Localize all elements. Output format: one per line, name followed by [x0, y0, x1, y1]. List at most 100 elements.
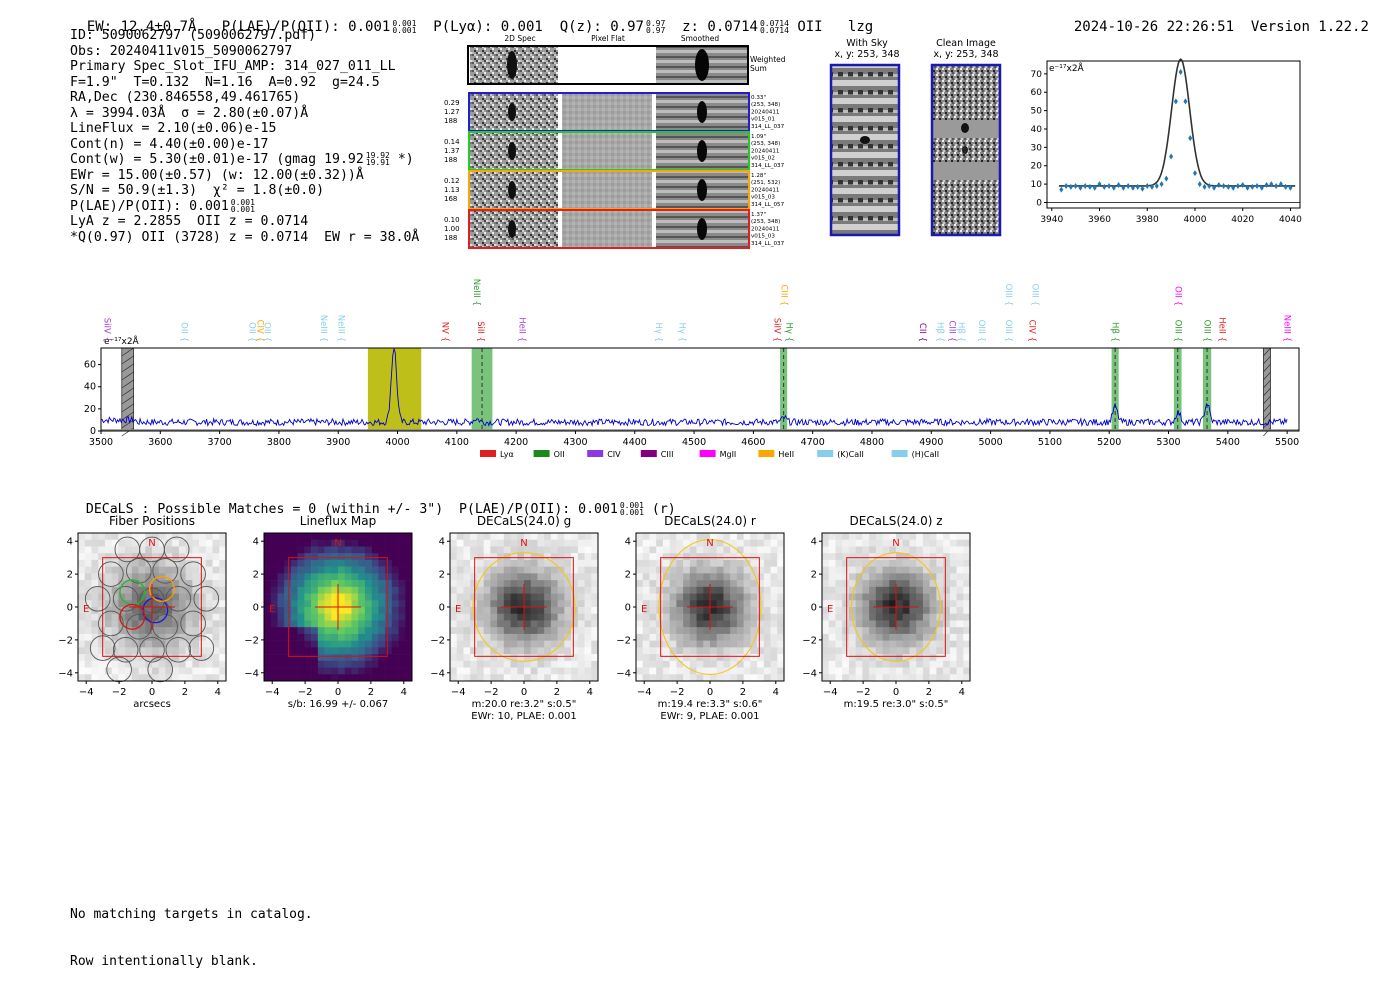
panel-pixel — [483, 593, 491, 601]
panel-pixel — [125, 566, 133, 574]
panel-pixel — [391, 566, 399, 574]
panel-pixel — [510, 600, 518, 608]
decals-end: (r) — [651, 502, 676, 517]
panel-pixel — [391, 613, 399, 621]
panel-pixel — [875, 586, 883, 594]
panel-pixel — [125, 546, 133, 554]
panel-pixel — [642, 546, 650, 554]
panel-pixel — [84, 546, 92, 554]
panel-pixel — [949, 620, 957, 628]
panel-pixel — [750, 674, 758, 682]
panel-pixel — [98, 539, 106, 547]
panel-pixel — [111, 580, 119, 588]
panel-pixel — [358, 647, 366, 655]
panel-pixel — [192, 586, 200, 594]
panel-pixel — [723, 660, 731, 668]
panel-pixel — [297, 573, 305, 581]
z-header: z: 0.0714 — [682, 19, 758, 35]
panel-pixel — [696, 533, 704, 541]
panel-pixel — [503, 660, 511, 668]
panel-pixel — [550, 620, 558, 628]
panel-pixel — [358, 627, 366, 635]
panel-pixel — [304, 533, 312, 541]
panel-pixel — [277, 633, 285, 641]
panel-pixel — [544, 607, 552, 615]
plya-header: P(Lyα): 0.001 — [433, 19, 543, 35]
panel-pixel — [178, 566, 186, 574]
panel-pixel — [689, 633, 697, 641]
info-radec: RA,Dec (230.846558,49.461765) — [70, 90, 301, 105]
panel-xtick-label: −2 — [298, 687, 313, 698]
zoom-axes-frame — [1046, 60, 1301, 209]
panel-pixel — [463, 674, 471, 682]
panel-pixel — [463, 640, 471, 648]
panel-pixel — [172, 674, 180, 682]
panel-pixel — [642, 533, 650, 541]
panel-pixel — [277, 660, 285, 668]
panel-pixel — [848, 660, 856, 668]
panel-pixel — [676, 600, 684, 608]
panel-pixel — [212, 613, 220, 621]
panel-pixel — [118, 633, 126, 641]
panel-pixel — [669, 573, 677, 581]
panel-pixel — [696, 654, 704, 662]
panel-pixel — [703, 573, 711, 581]
panel-pixel — [405, 647, 413, 655]
panel-pixel — [949, 553, 957, 561]
contw-hi: 19.92 — [365, 151, 390, 160]
panel-pixel — [351, 546, 359, 554]
panel-pixel — [949, 559, 957, 567]
panel-pixel — [192, 573, 200, 581]
panel-pixel — [669, 593, 677, 601]
panel-pixel — [564, 640, 572, 648]
panel-pixel — [848, 586, 856, 594]
panel-pixel — [916, 627, 924, 635]
panel-pixel — [770, 627, 778, 635]
panel-pixel — [936, 620, 944, 628]
panel-pixel — [178, 627, 186, 635]
panel-pixel — [104, 607, 112, 615]
panel-pixel — [723, 613, 731, 621]
spec-xtick-label: 5400 — [1216, 437, 1240, 448]
panel-pixel — [676, 580, 684, 588]
panel-pixel — [178, 586, 186, 594]
panel-pixel — [902, 633, 910, 641]
fiber-circle — [193, 585, 220, 612]
panel-pixel — [922, 607, 930, 615]
panel-ytick-label: 0 — [253, 603, 259, 614]
panel-pixel — [662, 586, 670, 594]
panel-pixel — [91, 627, 99, 635]
panel-pixel — [848, 640, 856, 648]
panel-pixel — [385, 586, 393, 594]
spec-xtick-label: 5200 — [1097, 437, 1121, 448]
zoom-data-point — [1135, 183, 1140, 190]
panel-pixel — [111, 620, 119, 628]
panel-pixel — [304, 613, 312, 621]
panel-pixel — [750, 539, 758, 547]
panel-pixel — [842, 553, 850, 561]
panel-caption: m:19.5 re:3.0" s:0.5" — [844, 699, 949, 710]
panel-pixel — [869, 620, 877, 628]
panel-pixel — [398, 553, 406, 561]
panel-pixel — [584, 607, 592, 615]
panel-pixel — [152, 660, 160, 668]
panel-pixel — [922, 533, 930, 541]
panel-pixel — [304, 600, 312, 608]
spec-hatch — [1263, 403, 1271, 413]
panel-pixel — [311, 607, 319, 615]
panel-pixel — [158, 633, 166, 641]
spec-xtick-label: 4500 — [682, 437, 706, 448]
panel-pixel — [385, 640, 393, 648]
panel-pixel — [763, 586, 771, 594]
fiber-circle — [112, 585, 139, 612]
panel-pixel — [642, 647, 650, 655]
zoom-data-point — [1092, 184, 1097, 191]
panel-pixel — [777, 539, 785, 547]
panel-pixel — [770, 533, 778, 541]
panel-pixel — [848, 667, 856, 675]
decals-text: DECaLS : Possible Matches = 0 (within +/… — [85, 502, 618, 517]
panel-pixel — [398, 640, 406, 648]
panel-pixel — [770, 660, 778, 668]
panel-pixel — [750, 647, 758, 655]
panel-pixel — [949, 546, 957, 554]
